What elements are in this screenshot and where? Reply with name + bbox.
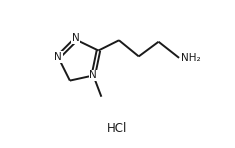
- Text: N: N: [54, 52, 62, 62]
- Text: N: N: [72, 33, 80, 43]
- Text: N: N: [90, 70, 97, 81]
- Text: HCl: HCl: [107, 122, 128, 135]
- Text: NH₂: NH₂: [180, 53, 200, 63]
